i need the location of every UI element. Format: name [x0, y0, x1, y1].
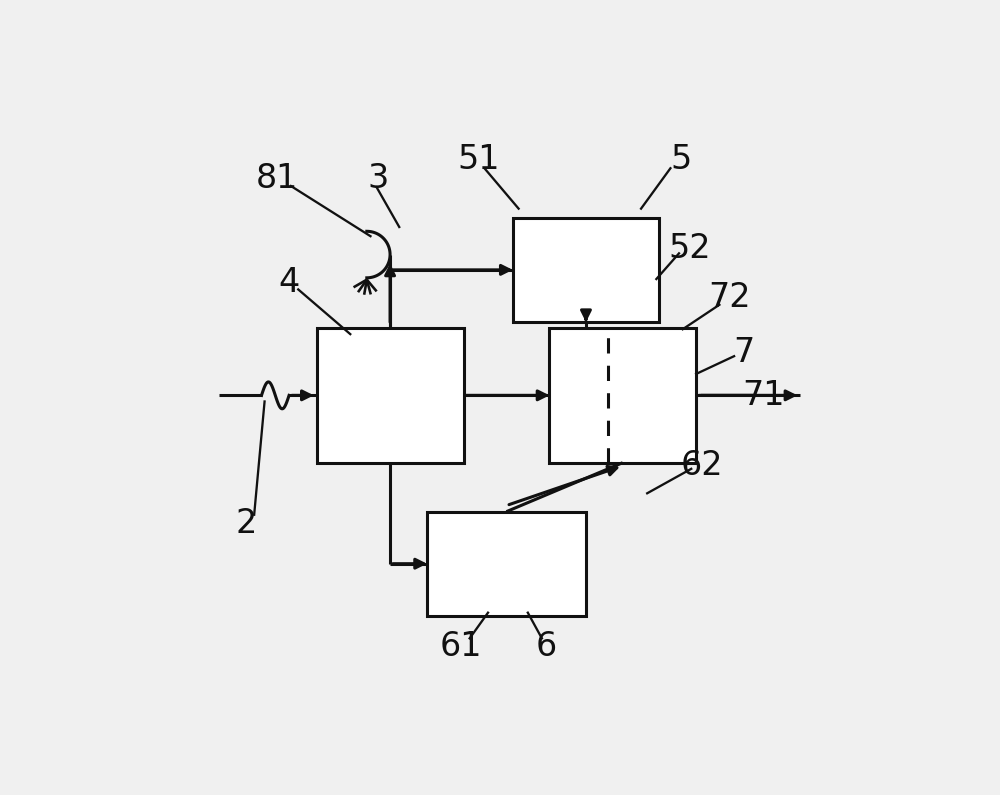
Text: 62: 62: [681, 449, 724, 483]
Text: 7: 7: [733, 336, 755, 369]
Text: 4: 4: [278, 266, 300, 299]
Text: 72: 72: [709, 281, 751, 314]
Bar: [317, 328, 464, 463]
Text: 6: 6: [536, 630, 557, 663]
Text: 3: 3: [367, 161, 388, 195]
Text: 52: 52: [669, 232, 711, 265]
Text: 61: 61: [439, 630, 482, 663]
Bar: [549, 328, 696, 463]
Bar: [512, 218, 659, 322]
Text: 51: 51: [458, 143, 500, 176]
Text: 5: 5: [670, 143, 691, 176]
Text: 81: 81: [256, 161, 298, 195]
Text: 71: 71: [742, 379, 785, 412]
Text: 2: 2: [236, 507, 257, 541]
Bar: [427, 512, 586, 616]
